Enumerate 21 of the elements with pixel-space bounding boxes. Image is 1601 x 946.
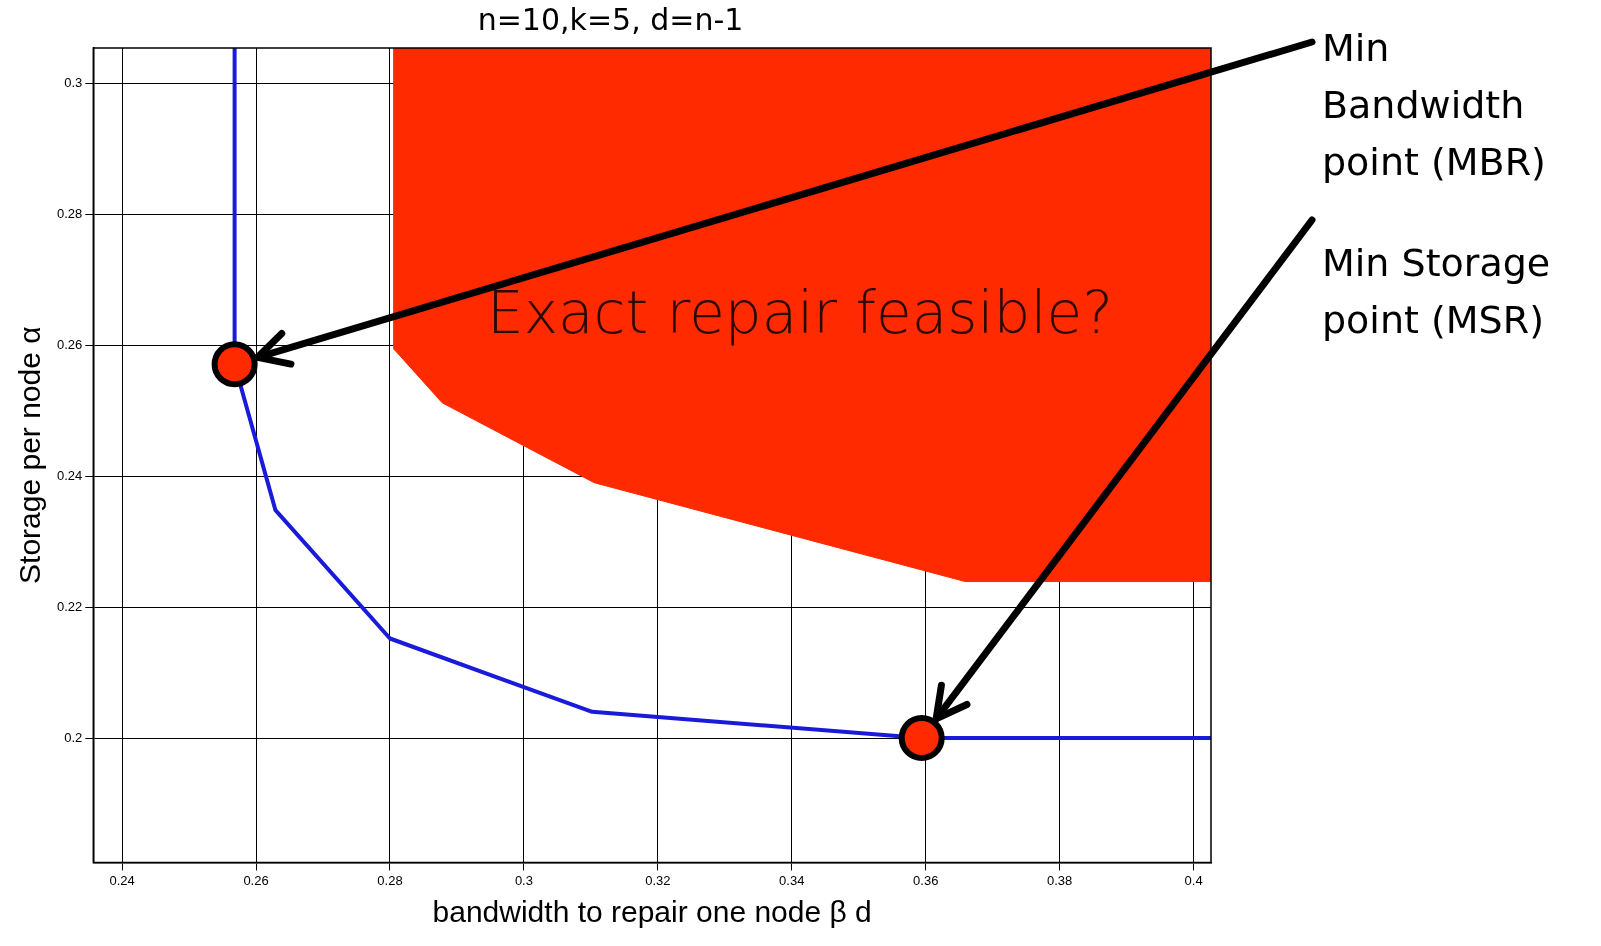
annotation: Exact repair feasible?: [487, 279, 1113, 348]
y-tick-label: 0.2: [64, 729, 83, 745]
chart-title: n=10,k=5, d=n-1: [477, 1, 744, 37]
x-axis-title: bandwidth to repair one node β d: [432, 895, 872, 929]
y-tick-label: 0.3: [64, 74, 83, 90]
x-tick-label: 0.3: [514, 872, 533, 888]
y-tick-label: 0.22: [56, 598, 83, 614]
x-tick-label: 0.26: [243, 872, 269, 888]
x-tick-label: 0.34: [779, 872, 805, 888]
y-axis-title: Storage per node α: [13, 326, 47, 584]
y-tick-label: 0.24: [56, 467, 83, 483]
x-tick-label: 0.32: [645, 872, 671, 888]
text: Min Storage point (MSR): [1322, 240, 1552, 344]
y-tick-label: 0.28: [56, 205, 83, 221]
x-tick-label: 0.38: [1047, 872, 1073, 888]
x-tick-label: 0.24: [109, 872, 135, 888]
text: Min Bandwidth point (MBR): [1322, 25, 1547, 186]
x-tick-label: 0.36: [913, 872, 939, 888]
x-tick-label: 0.28: [377, 872, 403, 888]
x-tick-label: 0.4: [1184, 872, 1203, 888]
y-tick-label: 0.26: [56, 336, 83, 352]
